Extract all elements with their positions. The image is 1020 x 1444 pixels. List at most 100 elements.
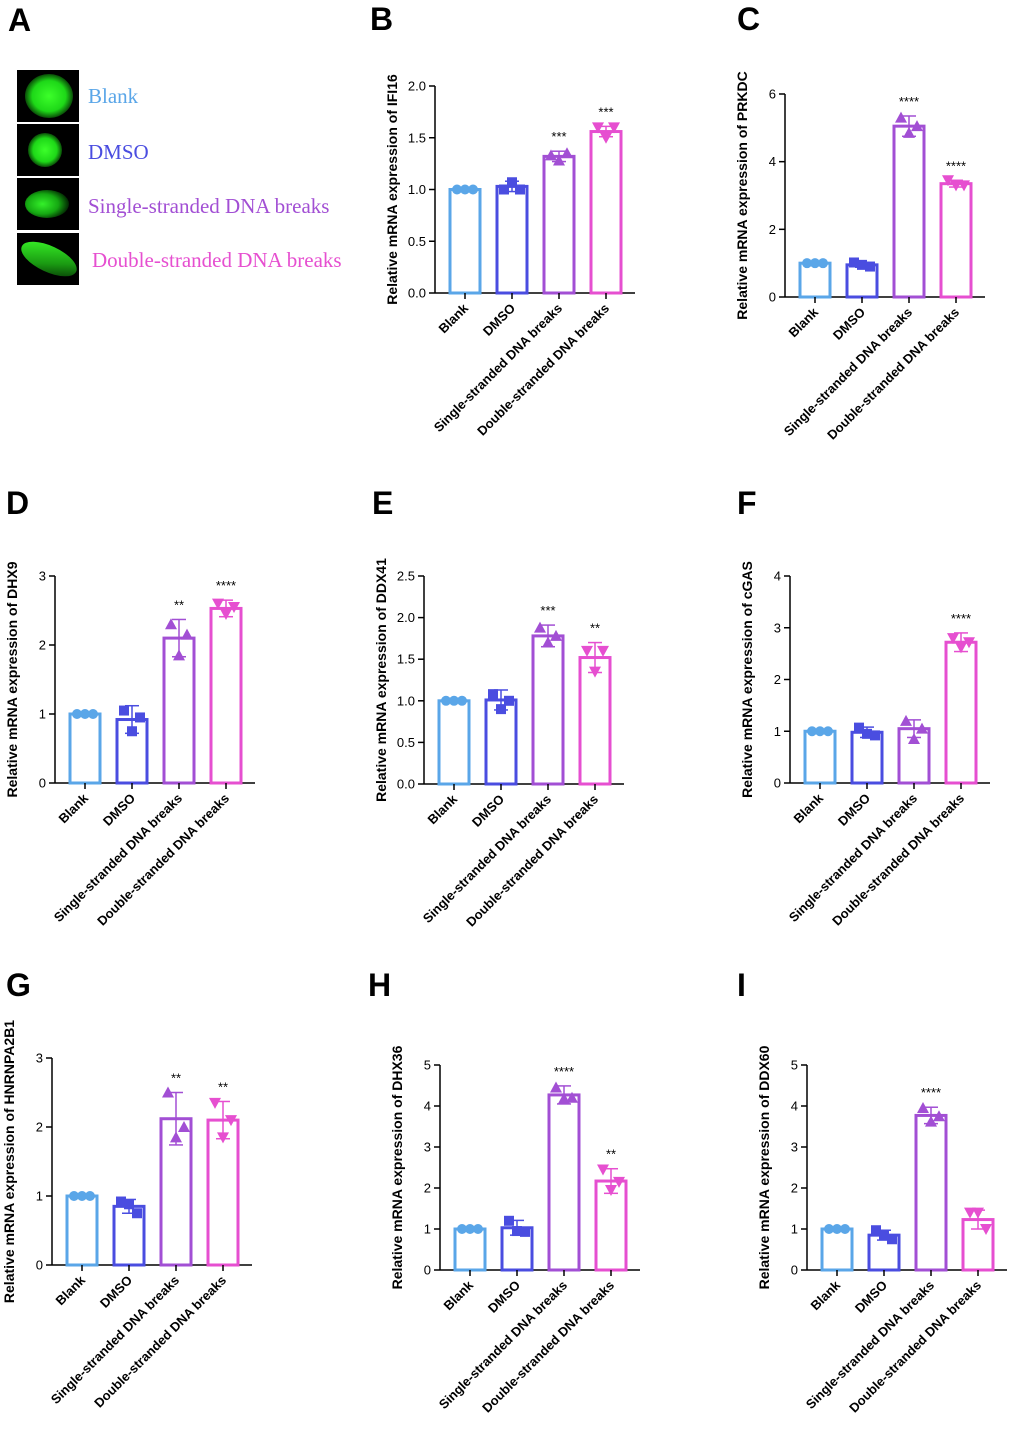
significance-label: **** bbox=[921, 1085, 941, 1100]
y-tick-label: 0.5 bbox=[408, 234, 426, 249]
data-point-single-stranded-dna-breaks bbox=[903, 126, 915, 138]
category-label-blank: Blank bbox=[435, 300, 471, 336]
y-tick-label: 1.0 bbox=[397, 693, 415, 708]
data-point-blank bbox=[823, 726, 833, 737]
data-point-blank bbox=[77, 1191, 87, 1201]
data-point-double-stranded-dna-breaks bbox=[964, 1207, 976, 1219]
data-point-dmso bbox=[496, 704, 506, 715]
significance-label: ** bbox=[174, 597, 184, 612]
data-point-double-stranded-dna-breaks bbox=[212, 598, 224, 610]
bar-double-stranded-dna-breaks bbox=[944, 640, 978, 785]
data-point-dmso bbox=[887, 1234, 897, 1245]
y-tick-label: 6 bbox=[769, 87, 776, 102]
data-point-dmso bbox=[512, 1226, 522, 1237]
y-tick-label: 4 bbox=[769, 154, 776, 169]
data-point-dmso bbox=[119, 705, 129, 716]
data-point-dmso bbox=[127, 726, 137, 737]
y-tick-label: 0.0 bbox=[408, 286, 426, 301]
category-label-dmso: DMSO bbox=[97, 1273, 135, 1311]
data-point-double-stranded-dna-breaks bbox=[220, 608, 232, 620]
data-point-single-stranded-dna-breaks bbox=[908, 733, 920, 745]
category-label-blank: Blank bbox=[790, 790, 826, 826]
bar-blank bbox=[448, 188, 482, 295]
data-point-single-stranded-dna-breaks bbox=[162, 1086, 174, 1098]
category-label-dmso: DMSO bbox=[830, 305, 868, 343]
bar-blank bbox=[453, 1227, 487, 1272]
chart-panel-c: C 0 2 4 6 Relative mRNA expression of PRKDC Bl… bbox=[734, 1, 985, 442]
data-point-double-stranded-dna-breaks bbox=[228, 602, 240, 614]
comet-image-blank bbox=[17, 70, 79, 122]
data-point-blank bbox=[457, 1224, 467, 1234]
significance-label: ** bbox=[590, 621, 600, 636]
data-point-double-stranded-dna-breaks bbox=[942, 175, 954, 187]
data-point-double-stranded-dna-breaks bbox=[980, 1224, 992, 1235]
chart-panel-h: H 0 1 2 3 4 5 Relative mRNA expression of DHX36… bbox=[368, 967, 640, 1415]
y-tick-label: 4 bbox=[774, 569, 781, 584]
comet-blank-icon bbox=[25, 74, 73, 118]
data-point-double-stranded-dna-breaks bbox=[947, 633, 959, 645]
data-point-blank bbox=[465, 1224, 475, 1234]
panel-a-letter: A bbox=[8, 2, 32, 38]
category-label-blank: Blank bbox=[52, 1272, 88, 1308]
data-point-double-stranded-dna-breaks bbox=[955, 642, 967, 654]
category-label-blank: Blank bbox=[785, 304, 821, 340]
significance-label: **** bbox=[216, 578, 236, 593]
data-point-single-stranded-dna-breaks bbox=[933, 1110, 945, 1122]
y-tick-label: 2 bbox=[39, 638, 46, 653]
data-point-blank bbox=[815, 726, 825, 737]
y-tick-label: 4 bbox=[791, 1099, 798, 1114]
bar-double-stranded-dna-breaks bbox=[939, 182, 973, 299]
y-tick-label: 3 bbox=[36, 1051, 43, 1066]
data-point-double-stranded-dna-breaks bbox=[589, 666, 601, 678]
category-label-blank: Blank bbox=[807, 1277, 843, 1313]
data-point-double-stranded-dna-breaks bbox=[613, 1176, 625, 1188]
comet-image-dmso bbox=[17, 124, 79, 176]
comet-label-dmso: DMSO bbox=[88, 140, 149, 164]
y-tick-label: 1.5 bbox=[397, 652, 415, 667]
data-point-single-stranded-dna-breaks bbox=[545, 149, 557, 161]
significance-label: ** bbox=[218, 1079, 228, 1094]
bar-blank bbox=[68, 712, 102, 785]
data-point-blank bbox=[460, 184, 470, 195]
y-tick-label: 3 bbox=[39, 569, 46, 584]
data-point-blank bbox=[824, 1224, 834, 1234]
category-label-dmso: DMSO bbox=[852, 1278, 890, 1316]
data-point-dmso bbox=[871, 1225, 881, 1236]
data-point-dmso bbox=[862, 728, 872, 739]
bar-blank bbox=[820, 1227, 854, 1272]
bar-blank bbox=[798, 261, 832, 299]
panel-letter-c: C bbox=[737, 1, 760, 37]
category-label-blank: Blank bbox=[55, 790, 91, 826]
y-tick-label: 0 bbox=[769, 290, 776, 305]
data-point-single-stranded-dna-breaks bbox=[900, 714, 912, 726]
data-point-double-stranded-dna-breaks bbox=[600, 132, 612, 144]
y-tick-label: 2 bbox=[791, 1181, 798, 1196]
panel-letter-e: E bbox=[372, 485, 393, 521]
panel-letter-d: D bbox=[6, 485, 29, 521]
data-point-double-stranded-dna-breaks bbox=[608, 122, 620, 134]
significance-label: *** bbox=[551, 129, 566, 144]
y-tick-label: 2 bbox=[774, 672, 781, 687]
comet-dsb-icon bbox=[21, 241, 77, 277]
data-point-single-stranded-dna-breaks bbox=[550, 629, 562, 641]
y-tick-label: 0.5 bbox=[397, 735, 415, 750]
comet-image-ssb bbox=[17, 178, 79, 230]
y-tick-label: 2.0 bbox=[408, 79, 426, 94]
data-point-double-stranded-dna-breaks bbox=[972, 1207, 984, 1219]
data-point-blank bbox=[818, 258, 828, 269]
y-axis-label: Relative mRNA expression of DHX9 bbox=[4, 561, 20, 797]
data-point-dmso bbox=[854, 722, 864, 733]
data-point-dmso bbox=[488, 689, 498, 700]
y-tick-label: 1.5 bbox=[408, 130, 426, 145]
data-point-single-stranded-dna-breaks bbox=[566, 1091, 578, 1103]
data-point-blank bbox=[80, 709, 90, 719]
category-label-blank: Blank bbox=[440, 1277, 476, 1313]
data-point-double-stranded-dna-breaks bbox=[209, 1097, 221, 1109]
data-point-dmso bbox=[865, 261, 875, 272]
data-point-double-stranded-dna-breaks bbox=[217, 1132, 229, 1144]
panel-letter-h: H bbox=[368, 967, 391, 1003]
significance-label: ** bbox=[606, 1147, 616, 1162]
y-tick-label: 0 bbox=[36, 1258, 43, 1273]
bar-double-stranded-dna-breaks bbox=[209, 606, 243, 785]
